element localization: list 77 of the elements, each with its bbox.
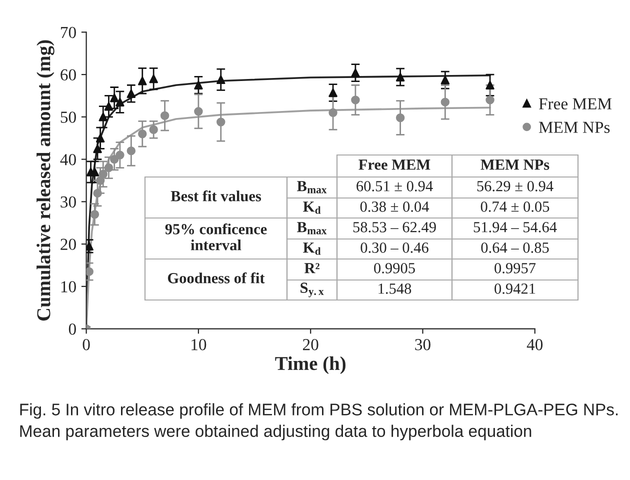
- annotation: 56.29 ± 0.94: [477, 181, 554, 192]
- annotation: 0.9957: [494, 263, 536, 274]
- annotation: 0.30 – 0.46: [360, 242, 428, 253]
- y-tick-label: 30: [60, 196, 76, 208]
- point: [86, 267, 94, 276]
- y-tick-label: 10: [61, 281, 76, 292]
- annotation: 1.548: [378, 284, 412, 294]
- annotation: 0.9905: [374, 263, 415, 274]
- y-tick-label: 50: [60, 112, 76, 123]
- x-tick-label: 0: [82, 339, 90, 350]
- point: [93, 188, 102, 198]
- y-axis-title: Cumulative released amount (mg): [36, 40, 54, 321]
- point: [96, 176, 105, 185]
- annotation: Best fit values: [170, 190, 262, 202]
- x-tick-label: 30: [415, 339, 430, 350]
- point: [216, 118, 226, 126]
- annotation: 58.53 – 62.49: [353, 222, 436, 232]
- annotation: 0.64 – 0.85: [481, 242, 549, 253]
- x-tick-label: 20: [302, 339, 318, 350]
- point: [110, 154, 119, 164]
- point: [396, 113, 405, 122]
- point: [110, 93, 119, 102]
- x-tick-label: 10: [192, 339, 206, 350]
- point: [98, 112, 108, 122]
- point: [160, 111, 170, 120]
- point: [138, 129, 147, 138]
- annotation: K$_{d}$: [303, 202, 321, 214]
- y-tick-label: 70: [61, 26, 76, 38]
- point: [194, 80, 203, 90]
- legend-label: MEM NPs: [538, 122, 610, 133]
- point: [126, 89, 136, 98]
- point: [126, 146, 136, 156]
- point: [138, 76, 147, 86]
- point: [149, 125, 158, 134]
- point: [216, 75, 226, 84]
- point: [328, 88, 338, 98]
- annotation: Free MEM: [358, 160, 430, 170]
- point: [486, 80, 494, 90]
- annotation: 51.94 – 54.64: [474, 222, 557, 232]
- point: [104, 163, 114, 172]
- legend-label: Free MEM: [538, 98, 612, 110]
- point: [116, 98, 124, 106]
- x-axis-title: Time (h): [275, 356, 346, 374]
- point: [440, 98, 450, 106]
- annotation: 0.9421: [494, 284, 536, 294]
- y-tick-label: 20: [60, 238, 76, 250]
- point: [194, 107, 203, 116]
- point: [96, 134, 105, 142]
- annotation: S$_{y.x}$: [300, 282, 324, 298]
- annotation: R²: [304, 263, 320, 274]
- point: [351, 96, 360, 104]
- caption: Fig. 5 In vitro release profile of MEM from PBS solution or MEM-PLGA-PEG NPs. Mean parameters were obtained adjusting data to hyperbola equation: [20, 403, 618, 440]
- annotation: 0.74 ± 0.05: [480, 202, 550, 212]
- point: [486, 96, 494, 104]
- y-tick-label: 40: [60, 154, 76, 166]
- point: [396, 72, 405, 82]
- annotation: 60.51 ± 0.94: [356, 181, 433, 192]
- annotation: K$_{d}$: [303, 242, 321, 255]
- annotation: MEM NPs: [480, 160, 550, 170]
- x-tick-label: 40: [526, 339, 543, 350]
- y-tick-label: 60: [60, 69, 76, 80]
- point: [351, 68, 360, 78]
- point: [440, 76, 450, 84]
- y-tick-label: 0: [68, 324, 76, 335]
- point: [149, 74, 158, 84]
- point: [90, 210, 100, 219]
- annotation: Goodness of fit: [168, 272, 265, 284]
- point: [328, 108, 338, 118]
- point: [86, 242, 94, 251]
- point: [93, 144, 102, 154]
- point: [98, 170, 108, 178]
- point: [116, 150, 124, 160]
- point: [104, 102, 114, 111]
- annotation: 95% conficence interval: [165, 223, 267, 250]
- annotation: 0.38 ± 0.04: [360, 202, 430, 212]
- annotation: B$_{max}$: [297, 222, 327, 234]
- annotation: B$_{max}$: [297, 181, 327, 194]
